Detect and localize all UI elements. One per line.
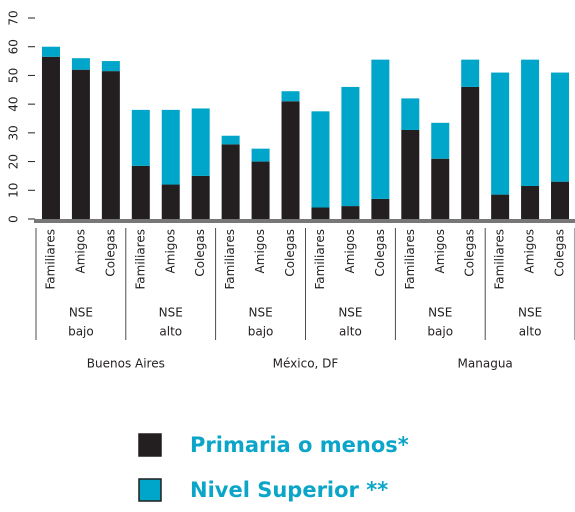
x-tick-label: Amigos [433,229,447,273]
bar-segment [131,165,150,219]
y-tick-label: 20 [7,154,21,169]
x-tick-label: Familiares [403,229,417,290]
bar-segment [281,91,300,102]
bar-segment [431,122,450,159]
legend-swatch [138,478,162,502]
subgroup-label: bajo [427,325,453,339]
bar-segment [221,135,240,145]
bar-segment [491,194,510,219]
bar-segment [341,86,360,207]
y-tick-label: 60 [7,39,21,54]
bar-segment [431,158,450,219]
subgroup-label: alto [519,325,542,339]
x-tick-label: Colegas [463,229,477,277]
bar-segment [161,184,180,219]
x-tick-label: Familiares [223,229,237,290]
legend-label: Primaria o menos* [190,433,409,457]
bar-segment [281,101,300,219]
bar-segment [221,144,240,219]
bar-segment [461,86,480,220]
subgroup-label: alto [339,325,362,339]
bar-segment [191,108,210,176]
y-tick-label: 70 [7,10,21,25]
bar-segment [41,56,60,220]
x-tick-label: Familiares [313,229,327,290]
bar-segment [401,98,420,130]
bar-segment [371,59,390,199]
subgroup-label: NSE [248,306,272,320]
bar-segment [101,61,120,72]
x-tick-label: Amigos [253,229,267,273]
x-tick-label: Amigos [73,229,87,273]
x-tick-label: Colegas [553,229,567,277]
bar-segment [491,72,510,195]
x-axis [34,219,575,223]
y-tick-label: 50 [7,68,21,83]
group-label: Managua [458,357,513,371]
bar-segment [71,69,90,219]
subgroup-label: NSE [69,306,93,320]
x-tick-label: Colegas [103,229,117,277]
group-label: Buenos Aires [87,357,165,371]
y-tick-label: 40 [7,97,21,112]
bar-segment [251,161,270,219]
bar-segment [161,109,180,185]
x-tick-label: Colegas [283,229,297,277]
bar-segment [251,148,270,162]
bar-segment [71,58,90,70]
y-tick-label: 30 [7,125,21,140]
subgroup-label: NSE [428,306,452,320]
y-tick-label: 10 [7,183,21,198]
subgroup-label: NSE [159,306,183,320]
x-tick-label: Familiares [133,229,147,290]
subgroup-label: NSE [518,306,542,320]
bar-segment [101,71,120,219]
bar-segment [401,129,420,219]
bar-segment [311,111,330,208]
group-label: México, DF [273,357,339,371]
bar-segment [551,181,570,219]
x-tick-label: Amigos [163,229,177,273]
x-tick-label: Familiares [43,229,57,290]
legend-swatch [138,433,162,457]
x-tick-label: Colegas [373,229,387,277]
subgroup-label: NSE [338,306,362,320]
bar-segment [41,46,60,57]
bar-segment [371,198,390,219]
bar-segment [341,206,360,219]
bar-segment [191,175,210,219]
bar-segment [521,185,540,219]
subgroup-label: bajo [248,325,274,339]
subgroup-label: bajo [68,325,94,339]
bar-segment [311,207,330,219]
bar-segment [551,72,570,182]
x-tick-label: Familiares [493,229,507,290]
x-tick-label: Colegas [193,229,207,277]
x-tick-label: Amigos [523,229,537,273]
y-tick-label: 0 [7,215,21,223]
bar-segment [131,109,150,166]
legend-label: Nivel Superior ** [190,478,388,502]
subgroup-label: alto [159,325,182,339]
bar-segment [521,59,540,186]
bar-segment [461,59,480,87]
x-tick-label: Amigos [343,229,357,273]
